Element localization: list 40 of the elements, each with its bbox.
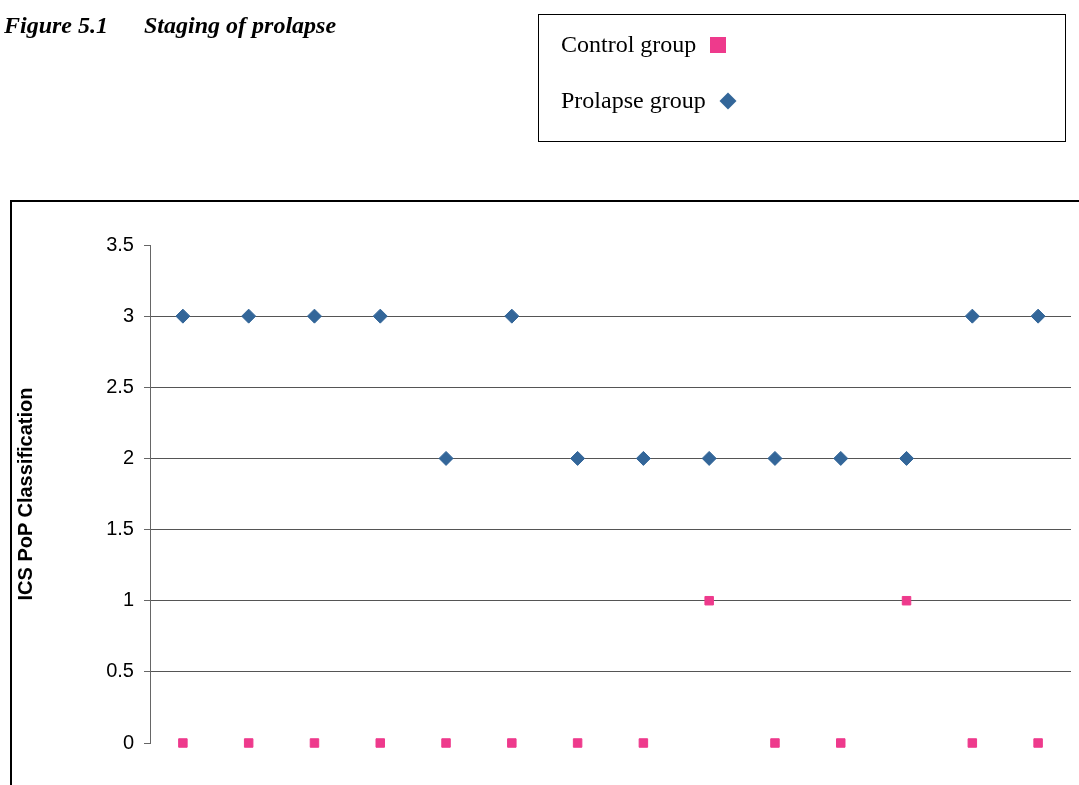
point bbox=[375, 738, 385, 748]
point bbox=[178, 738, 188, 748]
point bbox=[570, 450, 586, 466]
point bbox=[833, 450, 849, 466]
point bbox=[635, 450, 651, 466]
point bbox=[901, 595, 912, 606]
point bbox=[770, 738, 780, 748]
y-tick-label: 2.5 bbox=[106, 374, 134, 397]
point bbox=[372, 308, 388, 324]
point bbox=[767, 450, 783, 466]
point bbox=[572, 738, 583, 748]
point bbox=[836, 738, 846, 748]
point bbox=[967, 738, 978, 748]
y-tick-label: 1.5 bbox=[106, 517, 134, 540]
point bbox=[964, 308, 980, 324]
point bbox=[507, 738, 517, 748]
point bbox=[175, 308, 191, 324]
point bbox=[438, 450, 454, 466]
point bbox=[1030, 308, 1046, 324]
point bbox=[899, 450, 915, 466]
legend-label: Control group bbox=[561, 31, 697, 58]
chart-title: Figure 5.1 Staging of prolapse bbox=[4, 12, 337, 39]
point bbox=[504, 308, 520, 324]
y-tick-label: 3.5 bbox=[106, 232, 134, 255]
y-tick-label: 1 bbox=[122, 588, 134, 611]
y-tick-label: 0 bbox=[122, 730, 134, 753]
point bbox=[441, 738, 451, 748]
point bbox=[701, 450, 717, 466]
point bbox=[638, 738, 649, 748]
y-tick-label: 3 bbox=[122, 303, 134, 326]
y-axis-title: ICS PoP Classification bbox=[13, 387, 36, 601]
point bbox=[241, 308, 257, 324]
point bbox=[309, 738, 320, 748]
legend-label: Prolapse group bbox=[561, 87, 706, 114]
point bbox=[1033, 738, 1043, 748]
y-tick-label: 2 bbox=[122, 445, 134, 468]
point bbox=[704, 595, 714, 606]
point bbox=[243, 738, 254, 748]
point bbox=[306, 308, 322, 324]
y-tick-label: 0.5 bbox=[106, 659, 134, 682]
